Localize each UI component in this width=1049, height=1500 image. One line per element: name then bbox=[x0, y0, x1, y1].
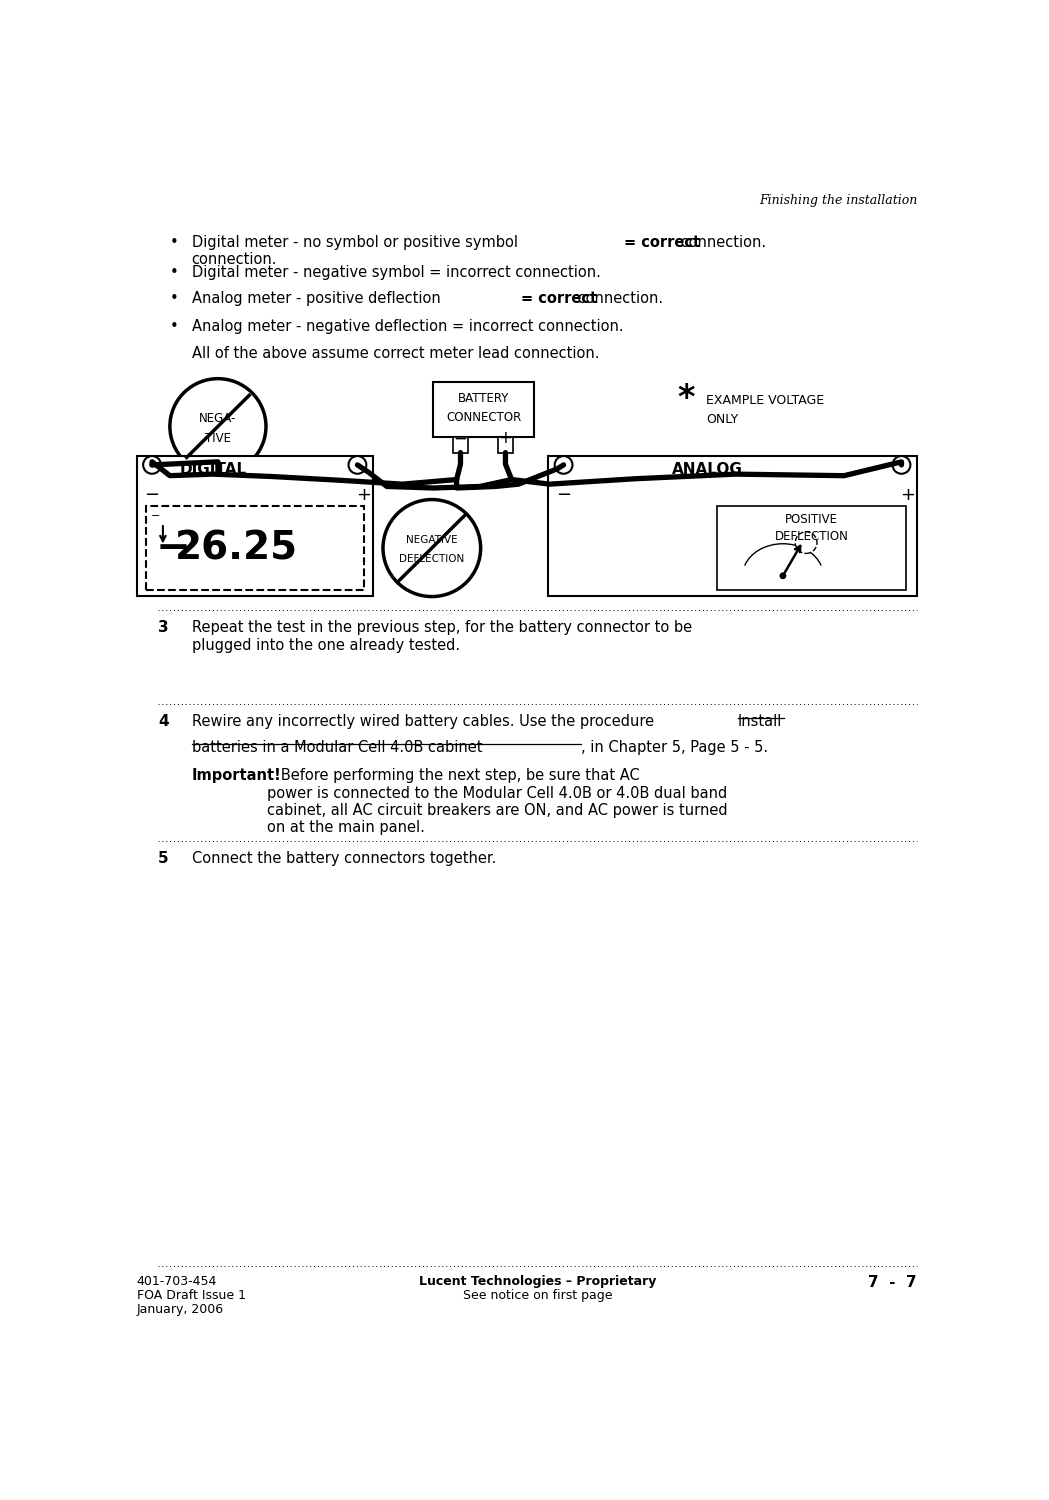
Text: Repeat the test in the previous step, for the battery connector to be
plugged in: Repeat the test in the previous step, fo… bbox=[192, 621, 691, 652]
Text: Digital meter - no symbol or positive symbol: Digital meter - no symbol or positive sy… bbox=[192, 236, 522, 250]
Text: Analog meter - positive deflection: Analog meter - positive deflection bbox=[192, 291, 445, 306]
Bar bbox=[136, 456, 373, 596]
Text: DEFLECTION: DEFLECTION bbox=[400, 554, 465, 564]
Bar bbox=[433, 381, 534, 436]
Text: = correct: = correct bbox=[624, 236, 700, 250]
Text: Digital meter - negative symbol = incorrect connection.: Digital meter - negative symbol = incorr… bbox=[192, 264, 600, 279]
Text: CONNECTOR: CONNECTOR bbox=[446, 411, 521, 424]
Text: NEGATIVE: NEGATIVE bbox=[406, 536, 457, 546]
Circle shape bbox=[170, 378, 266, 474]
Text: connection.: connection. bbox=[192, 252, 277, 267]
Text: •: • bbox=[170, 291, 178, 306]
Text: −: − bbox=[145, 486, 159, 504]
Text: Finishing the installation: Finishing the installation bbox=[758, 194, 917, 207]
Text: −: − bbox=[151, 512, 160, 520]
Text: Install: Install bbox=[737, 714, 783, 729]
Text: +: + bbox=[900, 486, 915, 504]
Text: EXAMPLE VOLTAGE: EXAMPLE VOLTAGE bbox=[706, 394, 825, 406]
Text: 5: 5 bbox=[158, 852, 169, 867]
Text: January, 2006: January, 2006 bbox=[136, 1302, 223, 1316]
Text: Before performing the next step, be sure that AC
power is connected to the Modul: Before performing the next step, be sure… bbox=[266, 768, 727, 836]
Text: Lucent Technologies – Proprietary: Lucent Technologies – Proprietary bbox=[419, 1275, 657, 1288]
Text: = correct: = correct bbox=[521, 291, 597, 306]
Text: FOA Draft Issue 1: FOA Draft Issue 1 bbox=[136, 1288, 245, 1302]
Text: +: + bbox=[498, 429, 512, 447]
Text: Important!: Important! bbox=[192, 768, 281, 783]
Text: NEGA-: NEGA- bbox=[199, 413, 237, 424]
Text: ONLY: ONLY bbox=[706, 414, 738, 426]
Circle shape bbox=[893, 456, 911, 474]
Bar bbox=[453, 436, 468, 453]
Text: •: • bbox=[170, 264, 178, 279]
Bar bbox=[497, 436, 513, 453]
Text: connection.: connection. bbox=[676, 236, 766, 250]
Text: −: − bbox=[556, 486, 571, 504]
Text: 4: 4 bbox=[158, 714, 169, 729]
Text: Connect the battery connectors together.: Connect the battery connectors together. bbox=[192, 852, 496, 867]
Text: See notice on first page: See notice on first page bbox=[463, 1288, 613, 1302]
Text: +: + bbox=[356, 486, 371, 504]
Circle shape bbox=[795, 532, 817, 554]
Text: DIGITAL: DIGITAL bbox=[179, 462, 247, 477]
Bar bbox=[548, 456, 917, 596]
Text: POSITIVE: POSITIVE bbox=[785, 513, 838, 525]
Text: 26.25: 26.25 bbox=[175, 530, 298, 567]
Circle shape bbox=[348, 456, 366, 474]
Text: −: − bbox=[155, 526, 190, 568]
Text: Analog meter - negative deflection = incorrect connection.: Analog meter - negative deflection = inc… bbox=[192, 318, 623, 333]
Text: Rewire any incorrectly wired battery cables. Use the procedure: Rewire any incorrectly wired battery cab… bbox=[192, 714, 659, 729]
Text: batteries in a Modular Cell 4.0B cabinet: batteries in a Modular Cell 4.0B cabinet bbox=[192, 740, 483, 754]
Circle shape bbox=[383, 500, 480, 597]
Bar bbox=[718, 507, 906, 590]
Circle shape bbox=[555, 456, 573, 474]
Text: •: • bbox=[170, 236, 178, 250]
Text: TIVE: TIVE bbox=[205, 432, 231, 445]
Text: All of the above assume correct meter lead connection.: All of the above assume correct meter le… bbox=[192, 345, 599, 360]
Text: •: • bbox=[170, 318, 178, 333]
Text: 7  -  7: 7 - 7 bbox=[869, 1275, 917, 1290]
Text: −: − bbox=[453, 429, 468, 447]
Text: 3: 3 bbox=[158, 621, 169, 636]
Text: connection.: connection. bbox=[573, 291, 663, 306]
Circle shape bbox=[143, 456, 160, 474]
Circle shape bbox=[780, 573, 786, 579]
Text: BATTERY: BATTERY bbox=[458, 392, 510, 405]
Text: , in Chapter 5, Page 5 - 5.: , in Chapter 5, Page 5 - 5. bbox=[581, 740, 768, 754]
Text: 401-703-454: 401-703-454 bbox=[136, 1275, 217, 1288]
Text: DEFLECTION: DEFLECTION bbox=[774, 530, 849, 543]
Text: ANALOG: ANALOG bbox=[672, 462, 743, 477]
Text: *: * bbox=[678, 381, 695, 414]
Bar bbox=[146, 507, 364, 590]
